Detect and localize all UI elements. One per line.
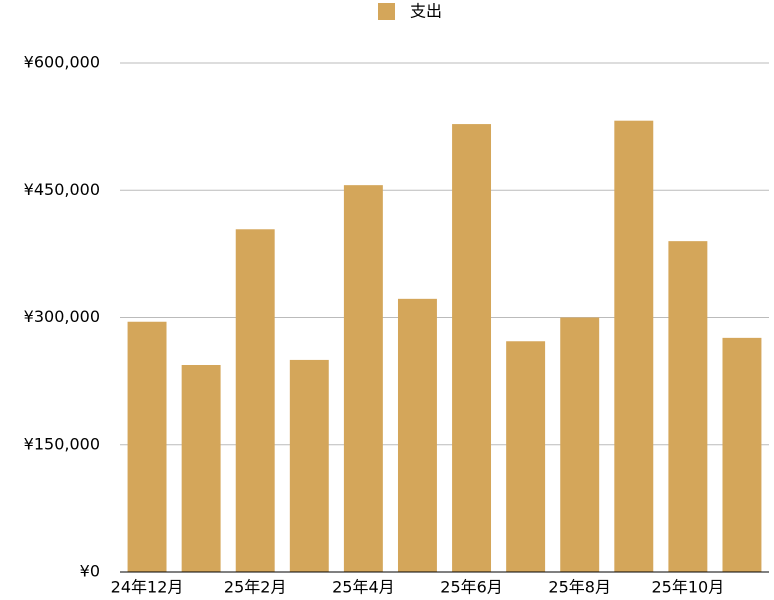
- bar: [560, 317, 600, 572]
- x-tick-label: 25年6月: [440, 578, 503, 597]
- bar: [343, 185, 383, 572]
- y-tick-label: ¥300,000: [24, 307, 100, 326]
- bar: [235, 229, 275, 573]
- x-tick-label: 25年8月: [548, 578, 611, 597]
- bar: [452, 124, 492, 572]
- y-tick-label: ¥450,000: [24, 180, 100, 199]
- x-tick-label: 25年2月: [224, 578, 287, 597]
- bar: [614, 120, 654, 572]
- bar: [127, 321, 167, 572]
- x-tick-label: 24年12月: [111, 578, 184, 597]
- bar: [506, 341, 546, 572]
- bar: [722, 337, 762, 572]
- legend-label: 支出: [410, 2, 442, 21]
- bar: [668, 241, 708, 572]
- legend-swatch: [378, 3, 395, 20]
- y-tick-label: ¥0: [80, 562, 100, 581]
- x-tick-label: 25年4月: [332, 578, 395, 597]
- bar: [397, 298, 437, 572]
- y-tick-label: ¥600,000: [24, 53, 100, 72]
- bar: [181, 365, 221, 572]
- y-tick-label: ¥150,000: [24, 434, 100, 453]
- bar: [289, 359, 329, 572]
- x-tick-label: 25年10月: [652, 578, 725, 597]
